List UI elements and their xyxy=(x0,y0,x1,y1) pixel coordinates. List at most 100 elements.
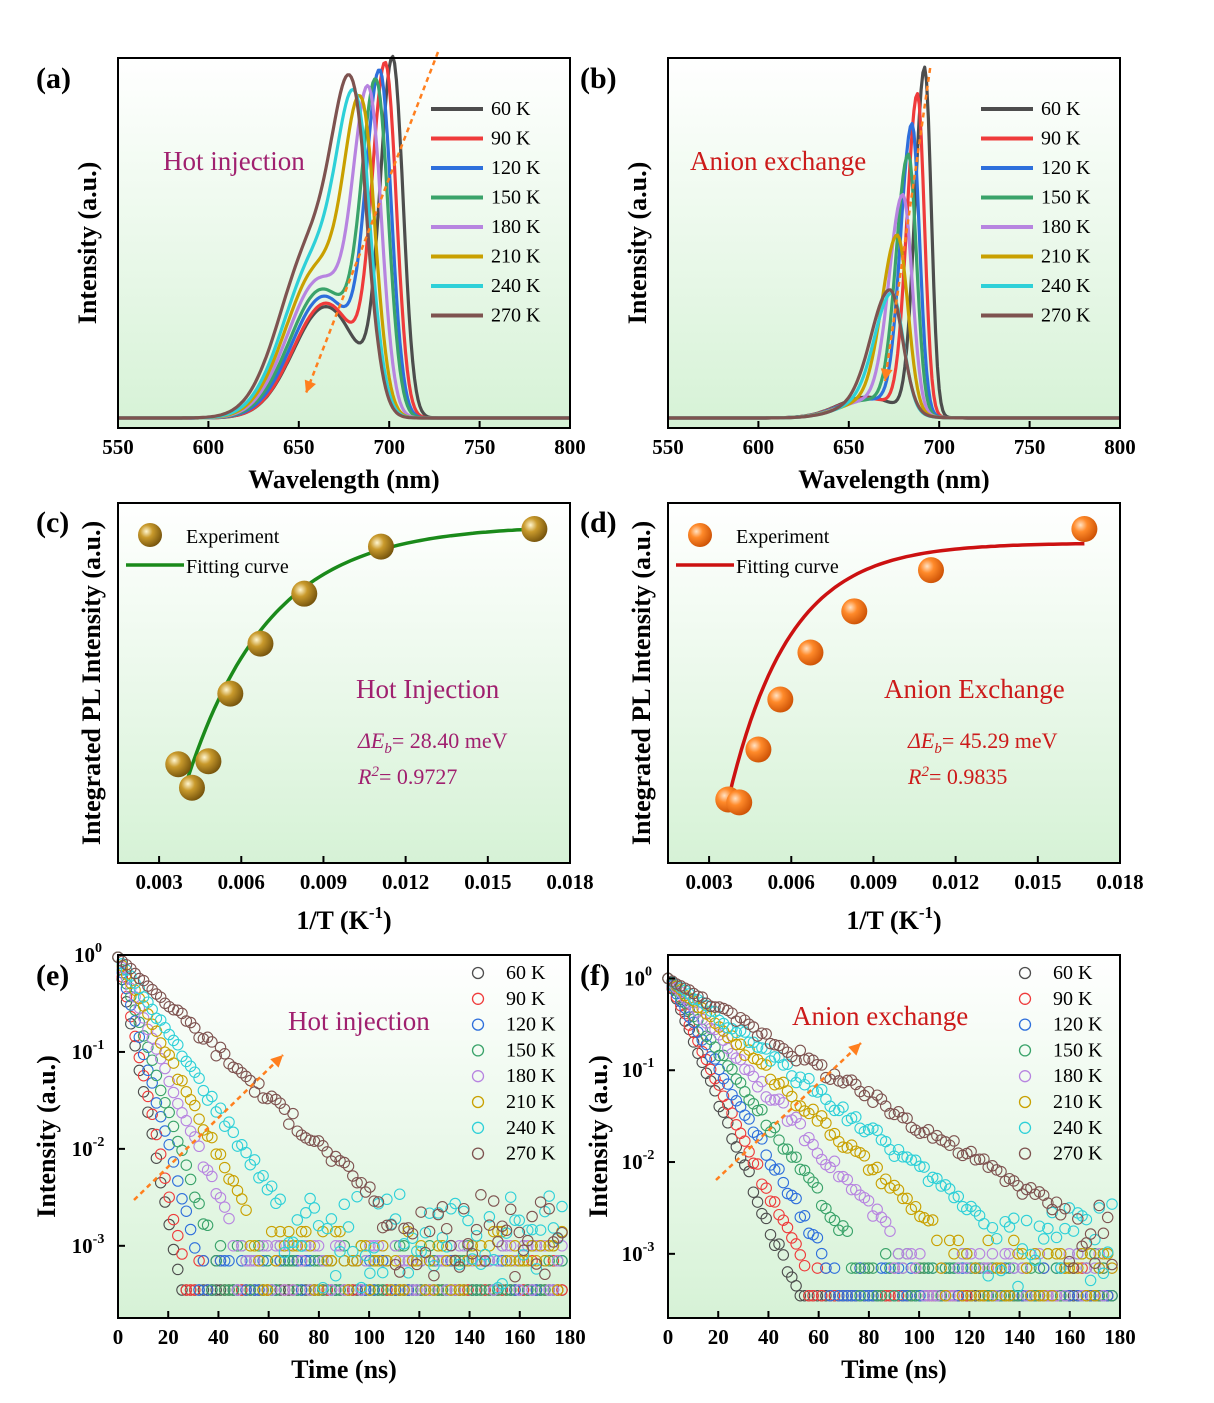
decay-point xyxy=(283,1284,295,1296)
decay-point xyxy=(389,1240,402,1252)
decay-point xyxy=(837,1141,849,1153)
decay-point xyxy=(176,1248,188,1260)
panel-f: Anion exchange 60 K 90 K 120 K 150 K 180 K 210… xyxy=(580,954,1136,1384)
annotation-text: Hot injection xyxy=(163,146,305,176)
legend-entry: 150 K xyxy=(491,187,541,209)
x-tick-label: 60 xyxy=(808,1325,829,1349)
decay-point xyxy=(1080,1213,1093,1226)
legend-marker xyxy=(471,992,485,1005)
decay-point xyxy=(845,1139,858,1151)
plot-frame-a xyxy=(117,57,571,429)
decay-point xyxy=(1059,1222,1071,1235)
legend-entry: 240 K xyxy=(491,275,541,297)
decay-point xyxy=(547,1236,560,1248)
decay-point xyxy=(747,1157,760,1170)
decay-point xyxy=(1080,1289,1093,1302)
decay-point xyxy=(248,1255,261,1267)
decay-point xyxy=(1097,1227,1110,1240)
experiment-point xyxy=(767,686,794,713)
decay-point xyxy=(513,1255,526,1267)
decay-point xyxy=(556,1284,568,1296)
decay-point xyxy=(487,1195,500,1207)
decay-point xyxy=(449,1197,461,1210)
decay-point xyxy=(790,1111,802,1124)
decay-point xyxy=(914,1289,926,1302)
decay-point xyxy=(999,1289,1011,1302)
decay-point xyxy=(406,1284,419,1296)
legend-entry-experiment: Experiment xyxy=(186,526,280,548)
decay-point xyxy=(172,1263,184,1276)
decay-point xyxy=(389,1255,402,1267)
decay-point xyxy=(781,1046,794,1058)
decay-point xyxy=(470,1230,483,1242)
decay-point xyxy=(841,1289,854,1302)
decay-point xyxy=(189,1066,201,1078)
decay-point xyxy=(440,1284,453,1296)
decay-point xyxy=(261,1240,274,1252)
decay-point xyxy=(300,1284,312,1296)
decay-point xyxy=(884,1262,896,1274)
decay-point xyxy=(1020,1262,1033,1274)
decay-point xyxy=(483,1219,496,1231)
decay-point xyxy=(1076,1289,1088,1302)
decay-point xyxy=(995,1165,1007,1178)
decay-point xyxy=(897,1289,909,1302)
decay-point xyxy=(803,1289,815,1302)
decay-point xyxy=(956,1262,969,1274)
decay-point xyxy=(389,1213,402,1225)
spectrum-line-270k xyxy=(668,288,1120,420)
decay-point xyxy=(1025,1248,1037,1261)
decay-point xyxy=(1097,1289,1110,1302)
decay-point xyxy=(347,1255,359,1267)
decay-point xyxy=(948,1248,960,1260)
decay-point xyxy=(227,1126,240,1139)
decay-point xyxy=(794,1044,807,1057)
decay-point xyxy=(794,1117,807,1130)
panel-e: Hot injection 60 K 90 K 120 K 150 K 180 K 210 … xyxy=(32,941,586,1384)
arrow-head xyxy=(304,379,316,393)
decay-point xyxy=(926,1289,939,1302)
decay-point xyxy=(768,1051,781,1063)
decay-point xyxy=(1059,1262,1071,1274)
decay-point xyxy=(798,1289,811,1302)
legend-entry: 90 K xyxy=(491,128,531,150)
decay-point xyxy=(734,1053,747,1066)
decay-point xyxy=(487,1225,500,1238)
decay-point xyxy=(210,1188,222,1200)
decay-point xyxy=(1029,1289,1041,1302)
decay-point xyxy=(790,1099,802,1112)
decay-point xyxy=(1020,1214,1033,1227)
decay-point xyxy=(308,1202,321,1214)
decay-point xyxy=(543,1240,555,1252)
decay-point xyxy=(184,1173,197,1186)
decay-point xyxy=(355,1281,368,1294)
decay-point xyxy=(777,1059,790,1071)
decay-point xyxy=(163,1191,175,1203)
decay-point xyxy=(751,1053,764,1066)
decay-point xyxy=(253,1255,265,1267)
decay-point xyxy=(909,1200,922,1213)
decay-point xyxy=(146,983,158,996)
decay-point xyxy=(973,1289,986,1302)
decay-point xyxy=(879,1248,892,1260)
decay-point xyxy=(513,1214,526,1227)
decay-point xyxy=(257,1255,269,1267)
decay-point xyxy=(837,1101,849,1113)
decay-point xyxy=(948,1289,960,1302)
decay-point xyxy=(1089,1257,1101,1269)
decay-point xyxy=(943,1289,956,1302)
decay-point xyxy=(892,1289,905,1302)
decay-point xyxy=(210,1148,222,1160)
decay-point xyxy=(364,1181,376,1193)
decay-point xyxy=(496,1278,508,1290)
decay-point xyxy=(534,1224,547,1236)
decay-point xyxy=(423,1284,436,1296)
x-tick-label: 160 xyxy=(504,1325,536,1349)
decay-point xyxy=(526,1210,538,1223)
decay-point xyxy=(1012,1289,1024,1302)
decay-point xyxy=(543,1203,555,1215)
decay-point xyxy=(163,1075,175,1088)
decay-point xyxy=(214,1255,227,1267)
decay-point xyxy=(1050,1262,1063,1274)
decay-point xyxy=(871,1124,883,1137)
